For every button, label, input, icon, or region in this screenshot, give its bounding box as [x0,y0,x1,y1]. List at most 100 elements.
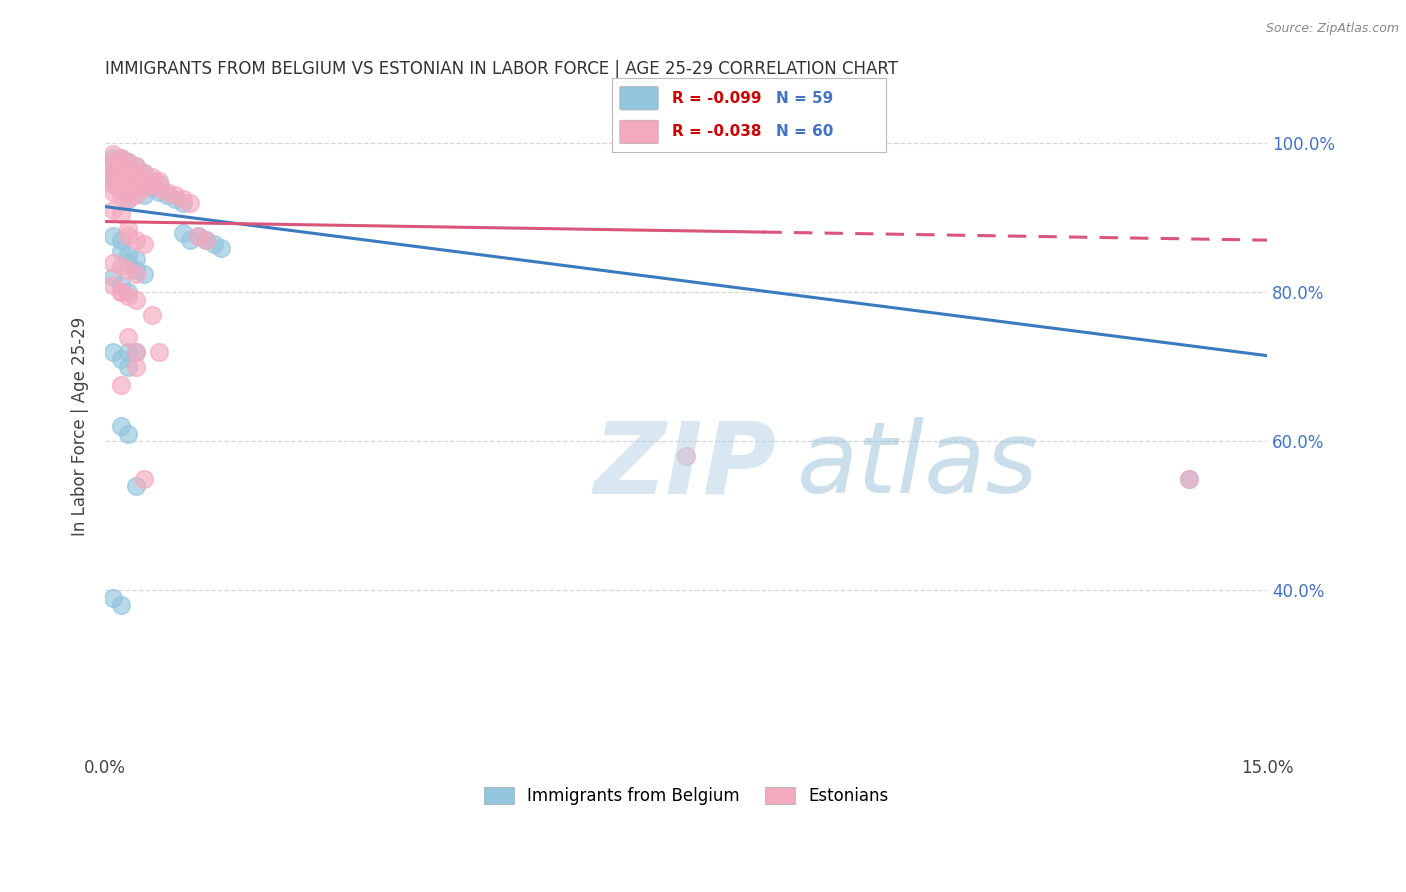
Point [101,345,124,359]
Point [110,159,132,173]
Point [148,181,170,195]
Point [117,178,139,192]
Point [101,203,124,218]
Point [117,345,139,359]
Point [110,207,132,221]
Point [110,159,132,173]
Point [187,229,209,244]
Point [101,147,124,161]
Point [148,173,170,187]
Point [117,229,139,244]
Point [110,173,132,187]
Point [163,192,186,206]
Point [110,181,132,195]
Point [141,169,163,184]
Point [117,185,139,199]
Text: atlas: atlas [796,417,1038,515]
Point [132,166,155,180]
Point [132,166,155,180]
Point [117,192,139,206]
Point [125,263,148,277]
Point [125,173,148,187]
Point [125,159,148,173]
Point [117,162,139,177]
Y-axis label: In Labor Force | Age 25-29: In Labor Force | Age 25-29 [72,317,89,536]
Point [110,244,132,259]
Point [163,188,186,202]
Point [101,185,124,199]
Point [125,252,148,266]
Point [141,173,163,187]
Point [101,151,124,165]
Text: Source: ZipAtlas.com: Source: ZipAtlas.com [1265,22,1399,36]
Point [101,255,124,269]
Point [132,181,155,195]
Point [132,471,155,485]
Point [101,166,124,180]
Legend: Immigrants from Belgium, Estonians: Immigrants from Belgium, Estonians [477,780,896,812]
Point [101,159,124,173]
Point [125,293,148,307]
Point [132,173,155,187]
Point [110,166,132,180]
Point [110,151,132,165]
Point [125,233,148,247]
Point [110,378,132,392]
Point [110,188,132,202]
Text: N = 59: N = 59 [776,91,834,106]
Point [125,345,148,359]
Point [209,241,232,255]
Point [117,330,139,344]
Text: R = -0.038: R = -0.038 [672,124,762,139]
Point [172,192,194,206]
Point [101,178,124,192]
Point [187,229,209,244]
Point [125,188,148,202]
Point [132,173,155,187]
Point [132,188,155,202]
Point [117,155,139,169]
Text: N = 60: N = 60 [776,124,834,139]
Point [1178,471,1201,485]
Point [125,181,148,195]
Text: R = -0.099: R = -0.099 [672,91,762,106]
Point [117,255,139,269]
Point [125,479,148,493]
Point [125,159,148,173]
Point [117,222,139,236]
Point [172,195,194,210]
Point [125,267,148,281]
FancyBboxPatch shape [620,87,658,110]
Point [148,345,170,359]
Point [101,229,124,244]
Point [1178,471,1201,485]
Point [117,192,139,206]
Point [125,173,148,187]
Point [101,162,124,177]
Point [110,285,132,300]
Point [194,233,217,247]
Point [110,166,132,180]
Point [675,449,697,463]
Point [117,185,139,199]
FancyBboxPatch shape [620,120,658,144]
Point [148,185,170,199]
Point [172,226,194,240]
Point [117,169,139,184]
Point [132,267,155,281]
Point [101,155,124,169]
Point [141,178,163,192]
Point [110,285,132,300]
Point [110,173,132,187]
Point [156,188,179,202]
Point [117,155,139,169]
Point [101,591,124,605]
Point [101,270,124,285]
Point [141,308,163,322]
Point [117,289,139,303]
Point [117,263,139,277]
Point [125,181,148,195]
Point [101,277,124,292]
Point [156,185,179,199]
Text: ZIP: ZIP [593,417,776,515]
